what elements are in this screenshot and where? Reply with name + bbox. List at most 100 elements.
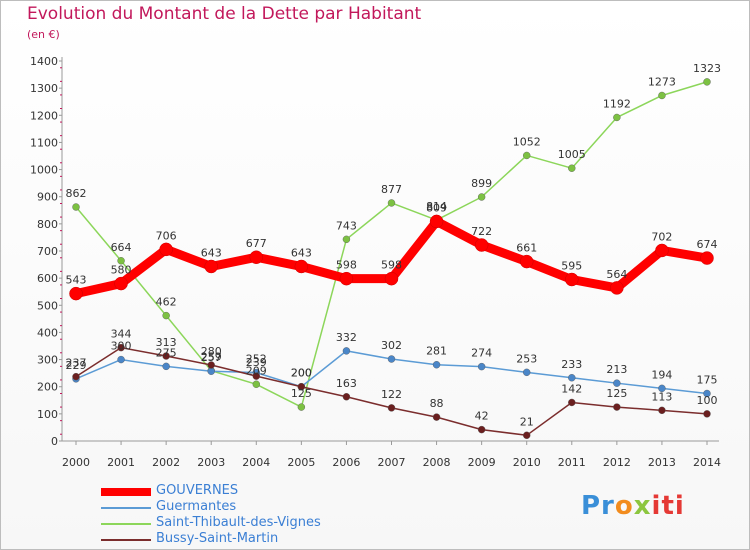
data-point xyxy=(297,383,306,391)
data-point xyxy=(610,281,624,295)
data-label: 677 xyxy=(246,237,267,250)
data-label: 42 xyxy=(475,410,489,423)
data-point xyxy=(72,203,80,211)
legend-label: GOUVERNES xyxy=(156,483,239,498)
data-point xyxy=(207,361,215,369)
legend-swatch xyxy=(101,539,151,541)
data-label: 814 xyxy=(426,200,447,213)
data-point xyxy=(162,362,170,371)
data-point xyxy=(432,413,441,421)
logo-part: x xyxy=(633,491,652,521)
x-tick-label: 2008 xyxy=(423,456,451,469)
y-tick-label: 300 xyxy=(37,354,58,367)
x-tick-label: 2013 xyxy=(648,456,676,469)
data-label: 462 xyxy=(156,296,177,309)
data-label: 200 xyxy=(291,367,312,380)
line-chart: 0 100 200 300 400 500 600 700 800 900 1000 1100 1200… xyxy=(30,55,721,469)
data-label: 239 xyxy=(246,356,267,369)
data-label: 595 xyxy=(561,260,582,273)
y-tick-label: 1100 xyxy=(30,136,58,149)
data-point xyxy=(207,367,215,375)
data-label: 237 xyxy=(66,357,87,370)
data-label: 113 xyxy=(651,390,672,403)
data-point xyxy=(474,238,489,252)
data-point xyxy=(342,347,351,355)
data-label: 280 xyxy=(201,345,222,358)
data-point xyxy=(162,352,170,360)
x-tick-label: 2011 xyxy=(558,456,586,469)
y-tick-label: 0 xyxy=(51,435,58,448)
data-point xyxy=(387,199,396,207)
data-label: 1323 xyxy=(693,62,721,75)
data-label: 213 xyxy=(606,363,627,376)
y-tick-label: 1400 xyxy=(30,55,58,68)
data-label: 543 xyxy=(66,274,87,287)
data-point xyxy=(477,193,486,201)
proxiti-logo: Proxiti xyxy=(581,491,685,521)
data-point xyxy=(523,151,531,160)
x-tick-label: 2012 xyxy=(603,456,631,469)
data-point xyxy=(565,272,579,287)
data-point xyxy=(477,425,486,434)
data-point xyxy=(339,271,354,286)
data-point xyxy=(117,257,125,265)
data-label: 899 xyxy=(471,177,492,190)
data-point xyxy=(159,242,173,257)
x-tick-label: 2007 xyxy=(378,456,406,469)
data-label: 862 xyxy=(66,187,87,200)
data-label: 809 xyxy=(426,201,447,214)
x-tick-label: 2014 xyxy=(693,456,721,469)
data-label: 706 xyxy=(156,229,177,242)
data-label: 259 xyxy=(201,351,222,364)
y-tick-label: 400 xyxy=(37,326,58,339)
legend-swatch xyxy=(101,523,151,525)
data-label: 274 xyxy=(471,347,492,360)
data-label: 142 xyxy=(561,382,582,395)
y-tick-label: 900 xyxy=(37,191,58,204)
data-label: 313 xyxy=(156,336,177,349)
data-label: 643 xyxy=(291,246,312,259)
data-point xyxy=(249,250,264,264)
data-label: 598 xyxy=(381,259,402,272)
data-point xyxy=(568,164,576,172)
data-point xyxy=(162,311,170,320)
data-label: 88 xyxy=(430,397,444,410)
data-label: 233 xyxy=(561,358,582,371)
y-tick-label: 1000 xyxy=(30,164,58,177)
data-point xyxy=(297,403,306,411)
data-label: 344 xyxy=(111,328,132,341)
data-label: 1192 xyxy=(603,97,631,110)
x-tick-label: 2000 xyxy=(62,456,90,469)
data-label: 125 xyxy=(606,387,627,400)
data-point xyxy=(568,398,576,407)
data-label: 122 xyxy=(381,388,402,401)
data-label: 100 xyxy=(697,394,718,407)
chart-unit-label: (en €) xyxy=(27,28,60,41)
y-tick-label: 500 xyxy=(37,299,58,312)
data-point xyxy=(72,372,80,381)
data-point xyxy=(342,393,351,401)
data-label: 664 xyxy=(111,241,132,254)
data-label: 252 xyxy=(246,353,267,366)
data-point xyxy=(703,410,711,418)
data-point xyxy=(703,78,711,86)
logo-part: Pr xyxy=(581,491,615,521)
data-point xyxy=(477,362,486,371)
x-tick-label: 2005 xyxy=(287,456,315,469)
data-point xyxy=(252,372,260,380)
data-point xyxy=(703,389,711,398)
x-tick-label: 2010 xyxy=(513,456,541,469)
data-point xyxy=(294,259,309,274)
data-label: 275 xyxy=(156,346,177,359)
legend-swatch xyxy=(101,507,151,509)
data-label: 163 xyxy=(336,377,357,390)
data-point xyxy=(387,355,396,363)
data-label: 674 xyxy=(697,238,718,251)
data-label: 300 xyxy=(111,340,132,353)
data-point xyxy=(655,243,669,258)
data-point xyxy=(519,254,534,269)
data-label: 229 xyxy=(66,359,87,372)
data-point xyxy=(700,251,714,265)
y-tick-label: 100 xyxy=(37,408,58,421)
chart-title: Evolution du Montant de la Dette par Hab… xyxy=(27,4,422,24)
